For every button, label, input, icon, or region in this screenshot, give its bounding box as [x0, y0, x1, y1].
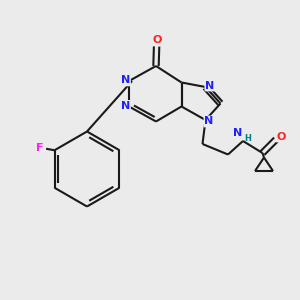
Text: H: H [244, 134, 251, 143]
Text: N: N [121, 101, 130, 111]
Text: N: N [205, 116, 214, 127]
Text: N: N [206, 80, 214, 91]
Text: O: O [152, 35, 162, 45]
Text: F: F [36, 143, 43, 153]
Text: N: N [233, 128, 242, 139]
Text: N: N [121, 75, 130, 85]
Text: O: O [277, 131, 286, 142]
